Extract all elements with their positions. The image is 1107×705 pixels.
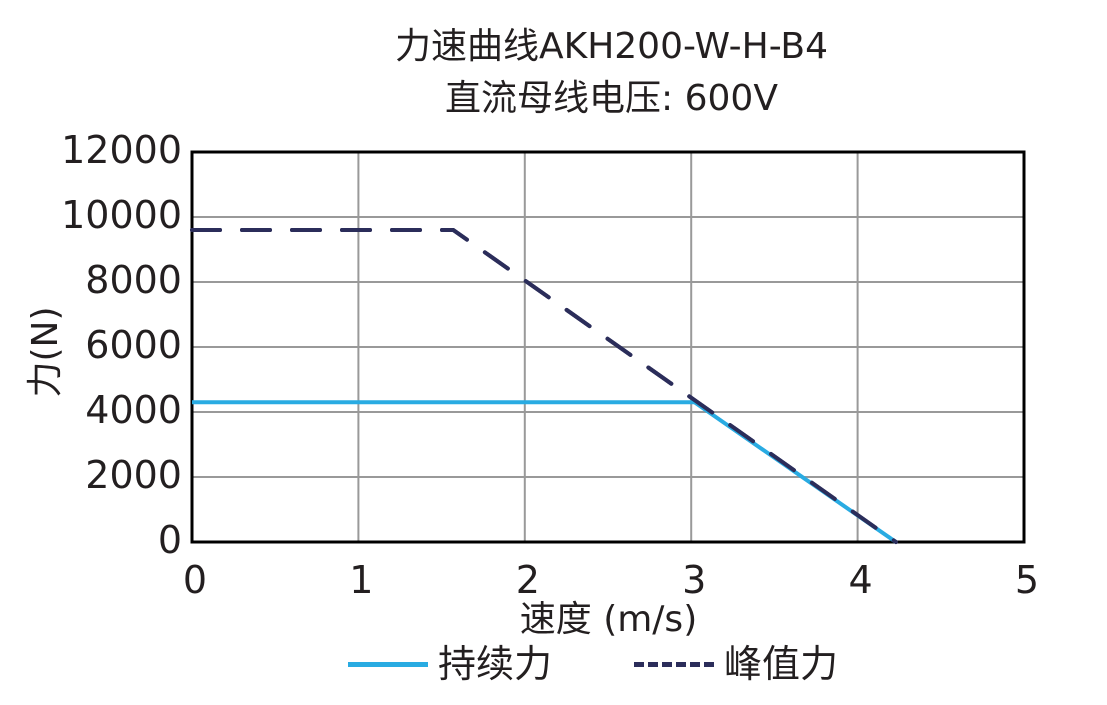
series-line-peak-overlay	[190, 228, 898, 544]
y-tick-label: 0	[157, 518, 182, 562]
chart-subtitle: 直流母线电压: 600V	[445, 78, 778, 119]
dashed-line-icon	[634, 661, 714, 667]
legend-label-continuous: 持续力	[438, 642, 553, 686]
y-tick-label: 10000	[61, 193, 182, 237]
legend-item-peak: 峰值力	[634, 640, 838, 688]
legend-label-peak: 峰值力	[724, 642, 839, 686]
legend-item-continuous: 持续力	[348, 640, 552, 688]
x-tick-label: 5	[1014, 558, 1040, 602]
series-line-peak	[190, 228, 898, 544]
y-tick-label: 12000	[61, 128, 182, 172]
x-tick-label: 2	[515, 558, 540, 602]
x-tick-label: 0	[182, 558, 208, 602]
y-tick-label: 4000	[85, 388, 182, 432]
y-tick-label: 6000	[85, 323, 182, 367]
solid-line-icon	[348, 661, 428, 667]
plot-frame	[190, 150, 1026, 544]
y-tick-label: 8000	[85, 258, 182, 302]
chart-title: 力速曲线AKH200-W-H-B4	[394, 26, 829, 67]
x-tick-label: 1	[349, 558, 374, 602]
x-axis-label: 速度 (m/s)	[519, 599, 698, 640]
y-tick-label: 2000	[85, 453, 182, 497]
x-tick-label: 4	[848, 558, 873, 602]
series-line-continuous	[192, 400, 898, 544]
y-axis-label: 力(N)	[25, 306, 66, 398]
x-tick-label: 3	[682, 558, 707, 602]
